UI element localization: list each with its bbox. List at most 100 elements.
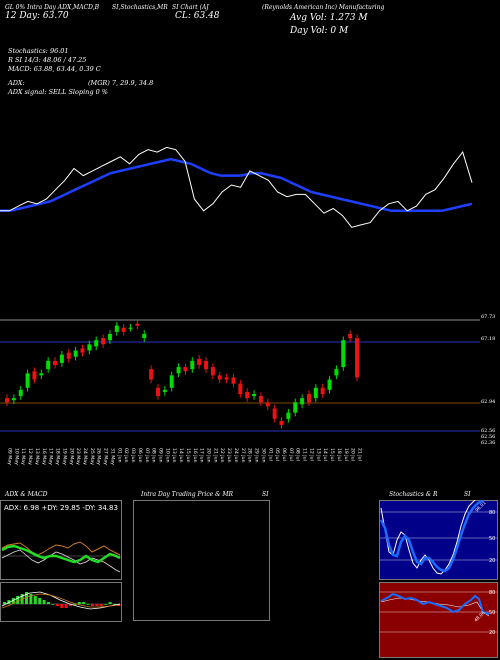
candle-body	[18, 389, 23, 397]
candle-body	[355, 338, 359, 378]
candle-body	[101, 338, 106, 345]
date-label: 31 May	[109, 448, 115, 465]
candle-body	[320, 387, 325, 394]
candle-17-jun	[197, 355, 202, 369]
date-label: 08 Jul	[295, 448, 301, 461]
candle-30-jun	[258, 392, 263, 406]
date-label: 09 May	[7, 448, 13, 465]
close-price-line	[0, 146, 473, 228]
date-label: 24 Jun	[233, 448, 239, 463]
candle-body	[265, 402, 270, 407]
candle-body	[107, 333, 112, 341]
adx-white-line	[1, 549, 121, 573]
adx-values-text: ADX: 6.98 +DY: 29.85 -DY: 34.83	[4, 504, 118, 512]
date-label: 03 Jun	[130, 448, 136, 463]
date-label: 07 Jun	[144, 448, 150, 463]
candlestick-layer	[5, 319, 359, 429]
macd-bar	[42, 600, 46, 604]
candle-11-jul	[300, 394, 305, 409]
candle-body	[327, 379, 332, 390]
candle-body	[183, 367, 188, 372]
date-label: 07 Jul	[288, 448, 294, 461]
macd-bar	[64, 604, 68, 608]
candle-20-may	[66, 348, 71, 363]
date-label: 19 Jul	[343, 448, 349, 461]
header-mid-small: SI,Stochastics,MR	[112, 4, 168, 11]
rsi-tick-50: 50	[489, 610, 495, 616]
avg-volume: Avg Vol: 1.273 M	[290, 13, 368, 23]
date-label: 06 Jul	[281, 448, 287, 461]
price-gridlines	[0, 319, 480, 432]
macd-bar	[51, 604, 55, 605]
macd-bar	[69, 604, 72, 606]
stoch-k-line	[380, 500, 476, 575]
candle-body	[306, 393, 311, 403]
candle-23-may	[73, 346, 78, 361]
date-label: 20 Jun	[206, 448, 212, 463]
rsi-blue-line	[380, 592, 490, 615]
rsi-tick-20: 20	[489, 630, 495, 636]
candle-body	[252, 393, 257, 397]
macd-line	[1, 591, 121, 610]
candle-17-may	[46, 357, 51, 373]
macd-bar	[38, 598, 42, 604]
price-label-2: 67.18	[481, 336, 496, 342]
price-label-3: 62.94	[481, 399, 496, 405]
date-label: 22 Jun	[219, 448, 225, 463]
candle-07-jun	[142, 330, 147, 342]
adx-readout: ADX:	[8, 79, 25, 87]
stoch-tick-80: 80	[489, 510, 495, 516]
moving-average-line	[0, 157, 473, 213]
candle-body	[149, 369, 154, 380]
date-label: 30 Jun	[260, 448, 266, 463]
macd-bar	[113, 604, 116, 605]
candle-21-jun	[210, 363, 215, 380]
candle-27-may	[101, 334, 106, 349]
macd-bar	[86, 604, 90, 605]
macd-bar	[11, 598, 15, 604]
candle-26-may	[94, 336, 99, 351]
macd-signal-line	[1, 593, 121, 609]
date-label: 18 May	[55, 448, 61, 465]
candle-body	[348, 333, 353, 339]
candle-body	[53, 360, 58, 366]
date-label: 01 Jul	[267, 448, 273, 461]
candle-13-jun	[169, 371, 174, 392]
main-price-chart: 09 May 10 May 11 May 12 May 13 May 16 May 17 M…	[0, 146, 480, 465]
macd-readout: MACD: 63.88, 63.44, 0.39 C	[8, 65, 101, 73]
candle-body	[300, 398, 305, 405]
candle-body	[204, 360, 209, 370]
date-label: 27 May	[103, 448, 109, 465]
date-label: 05 Jul	[274, 448, 280, 461]
date-label: 16 May	[41, 448, 47, 465]
candle-body	[25, 373, 30, 388]
candle-body	[135, 323, 140, 326]
candle-body	[80, 348, 85, 353]
date-label: 27 Jun	[240, 448, 246, 463]
candle-27-jun	[238, 379, 243, 398]
candle-body	[245, 391, 250, 399]
candle-body	[210, 367, 215, 376]
date-label: 15 Jun	[185, 448, 191, 463]
candle-19-jul	[341, 336, 346, 371]
candle-15-jun	[183, 363, 188, 375]
macd-bar	[108, 602, 112, 604]
candle-08-jun	[149, 365, 154, 384]
date-label: 11 Jul	[302, 448, 308, 461]
date-label: 11 May	[20, 448, 26, 465]
date-label: 20 May	[68, 448, 74, 465]
candle-01-jun	[114, 321, 119, 336]
date-label: 17 Jun	[199, 448, 205, 463]
candle-07-jul	[286, 408, 291, 423]
date-label: 16 Jun	[192, 448, 198, 463]
candle-body	[224, 377, 229, 380]
candle-14-jul	[320, 384, 325, 398]
date-label: 24 May	[82, 448, 88, 465]
price-label-1: 67.73	[481, 314, 496, 320]
candle-13-may	[32, 367, 37, 384]
candle-body	[190, 360, 195, 370]
date-label: 10 May	[13, 448, 19, 465]
date-label: 26 May	[96, 448, 102, 465]
candle-18-jul	[334, 365, 339, 380]
candle-body	[121, 327, 126, 332]
